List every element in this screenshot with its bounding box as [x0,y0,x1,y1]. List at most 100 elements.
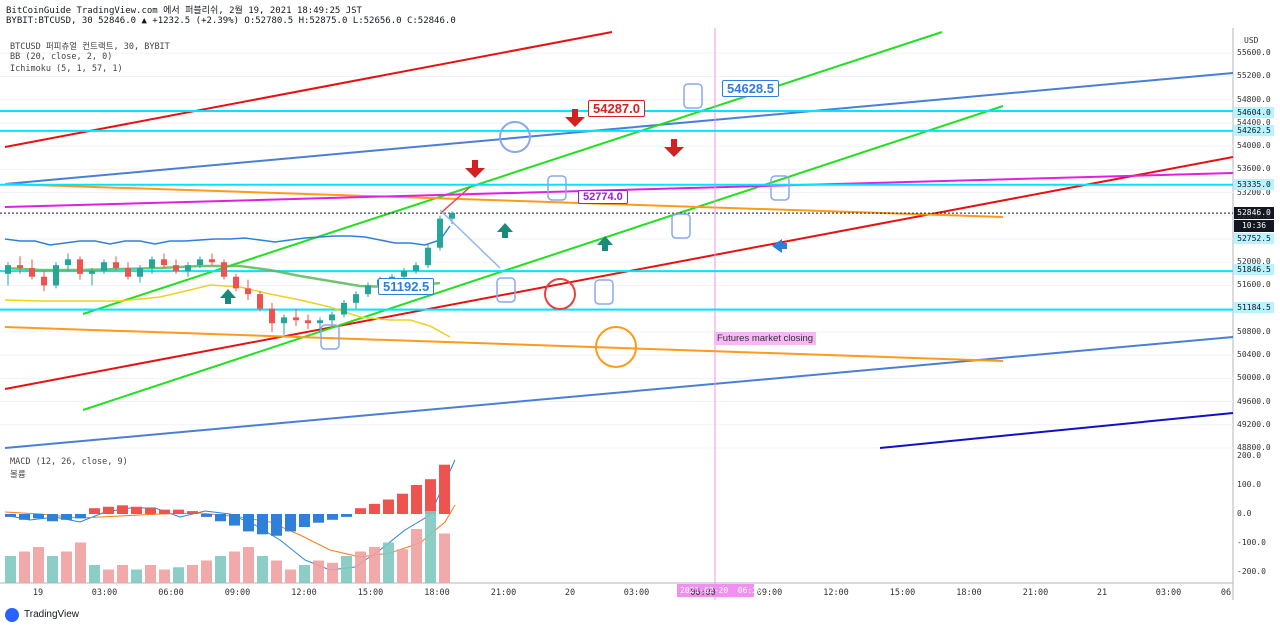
macd-histogram-bar [5,514,16,517]
price-tag: 52752.5 [1234,233,1274,244]
price-tick-label: 50000.0 [1237,373,1271,383]
macd-histogram-bar [215,514,226,522]
candle-body [233,276,239,289]
candle-body [65,259,71,266]
volume-bar [103,569,114,583]
annotation-54628[interactable]: 54628.5 [722,80,779,97]
macd-histogram-bar [271,514,282,536]
time-tick-label: 21:00 [1022,588,1049,598]
orange-line-bottom [4,326,1004,362]
indicator-volume[interactable]: 볼륨 [10,470,26,480]
down-arrow-icon [465,160,485,178]
volume-bar [75,542,86,583]
macd-histogram-bar [187,511,198,514]
hand-pointer-icon [770,175,790,201]
macd-tick-label: 0.0 [1237,509,1252,518]
candle-body [329,314,335,321]
current-price-tag-bg [1234,207,1274,219]
macd-histogram-bar [327,514,338,520]
blue-trend-line-top [4,72,1234,185]
indicator-symbol[interactable]: BTCUSD 퍼피츄얼 컨트랙트, 30, BYBIT [10,42,170,52]
down-arrow-icon [565,109,585,127]
macd-histogram-bar [103,506,114,514]
volume-bar [187,565,198,583]
volume-bar [19,551,30,583]
time-tick-label: 03:00 [623,588,650,598]
price-tick-label: 51600.0 [1237,280,1271,290]
macd-tick-label: 200.0 [1237,451,1262,460]
candle-body [317,320,323,324]
time-tick-label: 15:00 [889,588,916,598]
price-tick-label: 55200.0 [1237,71,1271,81]
indicator-bb[interactable]: BB (20, close, 2, 0) [10,52,113,62]
annotation-51192[interactable]: 51192.5 [378,278,435,295]
volume-bar [383,542,394,583]
macd-histogram-bar [341,514,352,517]
drawing-icons[interactable] [220,83,790,368]
indicator-ichimoku[interactable]: Ichimoku (5, 1, 57, 1) [10,64,123,74]
volume-bar [411,529,422,583]
projection-arrow [441,186,471,213]
price-tag: 51846.5 [1234,264,1274,275]
neutral-face-icon [544,278,576,310]
current-price-tag: 52846.0 [1237,208,1271,217]
macd-histogram-bar [355,508,366,514]
candle-body [125,268,131,277]
macd-histogram-bar [131,506,142,514]
candle-body [401,270,407,277]
indicator-macd[interactable]: MACD (12, 26, close, 9) [10,457,128,467]
candle-body [5,265,11,274]
macd-histogram-bar [369,503,380,514]
macd-histogram-bar [201,514,212,517]
volume-bar [369,547,380,583]
hand-pointer-icon [683,83,703,109]
candle-body [257,294,263,309]
candle-body [137,268,143,277]
down-arrow-icon [664,139,684,157]
futures-closing-label[interactable]: Futures market closing [714,332,817,345]
time-tick-label: 06:00 [690,588,716,598]
candle-body [305,320,311,324]
volume-bar [159,569,170,583]
hand-pointer-icon [496,277,516,303]
volume-bar [397,549,408,583]
candle-body [173,265,179,271]
up-arrow-icon [597,236,613,251]
symbol-line: BYBIT:BTCUSD, 30 52846.0 ▲ +1232.5 (+2.3… [6,16,456,26]
price-tick-label: 53600.0 [1237,164,1271,174]
time-tick-label: 15:00 [357,588,384,598]
volume-bar [61,551,72,583]
macd-histogram-bar [47,514,58,522]
volume-bar [327,562,338,583]
time-tick-label: 18:00 [956,588,982,598]
candle-body [425,247,431,266]
candlesticks[interactable] [5,211,455,335]
macd-histogram-bar [257,514,268,535]
volume-bar [439,533,450,583]
macd-tick-label: -100.0 [1237,538,1266,547]
annotation-52774[interactable]: 52774.0 [578,190,628,204]
macd-histogram-bar [33,514,44,519]
macd-histogram-bar [411,485,422,514]
candle-body [437,218,443,248]
macd-histogram-bar [75,514,86,519]
price-tick-label: 50400.0 [1237,350,1271,360]
candle-body [161,259,167,266]
macd-tick-label: -200.0 [1237,567,1266,576]
volume-bar [313,560,324,583]
price-tick-label: 50800.0 [1237,326,1271,336]
time-tick-label: 12:00 [823,588,849,598]
macd-histogram-bar [425,479,436,514]
candle-body [449,213,455,219]
time-tick-label: 03:00 [1155,588,1182,598]
price-tick-label: 53200.0 [1237,187,1271,197]
time-tick-label: 06 [1220,588,1232,598]
price-tag: 53335.0 [1234,179,1274,190]
macd-histogram [5,464,450,536]
annotation-54287[interactable]: 54287.0 [588,100,645,117]
volume-bar [285,569,296,583]
volume-bar [243,547,254,583]
volume-bar [341,556,352,583]
candle-body [53,265,59,286]
